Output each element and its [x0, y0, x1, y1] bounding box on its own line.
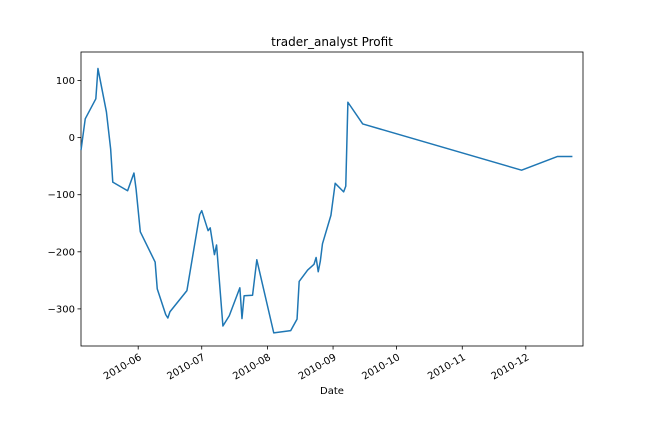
- chart-title: trader_analyst Profit: [271, 35, 393, 49]
- y-tick-label: 0: [69, 133, 75, 144]
- series-layer: [80, 67, 573, 334]
- y-tick-label: −100: [48, 190, 75, 201]
- y-axis: 100 0 −100 −200 −300: [48, 76, 81, 315]
- x-axis-label: Date: [320, 386, 344, 397]
- y-tick-label: 100: [56, 76, 75, 87]
- plot-frame: [80, 51, 584, 347]
- y-tick-label: −200: [48, 247, 75, 258]
- y-tick-label: −300: [48, 304, 75, 315]
- series-line-0: [80, 67, 573, 334]
- plot-border: [80, 51, 584, 347]
